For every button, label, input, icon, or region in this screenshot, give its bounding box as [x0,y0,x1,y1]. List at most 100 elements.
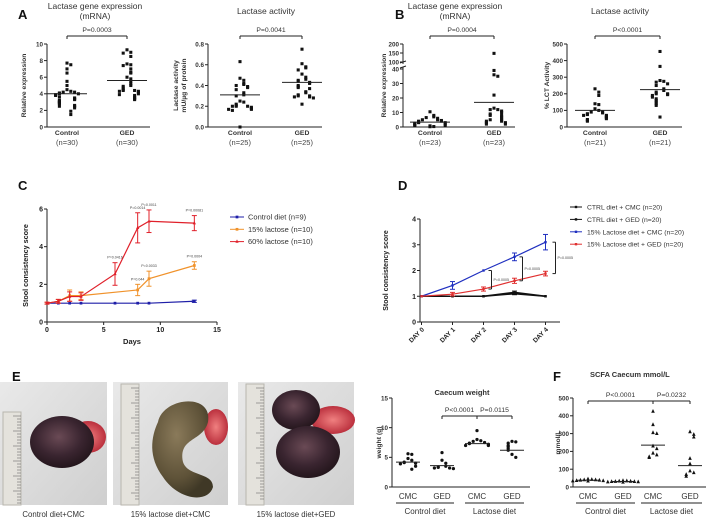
data-point [451,293,454,296]
data-point [304,91,308,95]
y-axis-label: Stool consistency score [383,230,390,311]
p-value-annotation: P=0.0014 [130,206,146,210]
data-point [234,88,238,92]
data-point [658,49,662,53]
data-point [662,79,666,83]
p-value-label: P=0.0005 [558,256,574,260]
data-point [61,90,65,94]
category-label: GED [681,492,699,501]
data-point [238,99,242,103]
y-tick-label: 300 [552,75,563,82]
category-label: CMC [399,492,417,501]
y-tick-label: 3 [412,242,416,249]
data-point [129,82,133,86]
data-point [651,408,655,413]
p-value-label: P<0.0001 [445,407,475,414]
p-value-label: P=0.0003 [82,27,112,34]
n-label: (n=30) [116,138,138,147]
data-point [650,95,654,99]
data-point [589,110,593,114]
x-tick-label: DAY 0 [408,326,426,344]
y-axis-label: mmol/L [555,430,562,454]
y-tick-label: 1 [412,294,416,301]
n-label: (n=25) [291,138,313,147]
y-tick-label: 150 [388,50,399,57]
n-label: (n=21) [649,138,671,147]
data-point [413,124,417,128]
x-tick-label: DAY 3 [501,326,519,344]
data-point [410,452,414,456]
data-point [628,478,633,483]
data-point [73,98,77,102]
y-tick-label: 100 [388,59,399,66]
data-point [242,100,246,104]
ruler [120,383,140,506]
data-point [597,90,601,94]
p-value-label: P=0.0041 [256,27,286,34]
data-point [69,89,73,93]
data-point [654,83,658,88]
data-point [45,300,49,305]
data-point [129,63,133,67]
data-point [593,102,597,106]
data-point [651,422,655,427]
data-point [147,277,151,281]
caecum-tissue [152,401,213,498]
data-point [113,301,117,305]
data-point [658,64,662,68]
data-point [447,466,452,470]
data-point [234,94,238,98]
data-point [136,301,140,305]
p-value-annotation: P=0.00081 [186,209,204,213]
data-point [692,432,696,436]
data-point [304,66,308,70]
y-tick-label: 200 [388,41,399,48]
panel-label-f: F [553,369,561,384]
data-point [121,64,125,68]
data-point [65,71,69,75]
data-point [654,100,658,104]
data-point [238,60,242,64]
data-point [650,93,654,97]
data-point [296,68,300,72]
y-tick-label: 6 [39,75,43,82]
category-label: GED [614,492,632,501]
data-point [121,86,125,90]
data-point [406,452,410,456]
y-tick-label: 4 [412,217,416,224]
data-point [54,93,58,97]
data-point [651,450,655,455]
y-tick-label: 0.2 [195,104,204,111]
category-label: GED [295,130,310,137]
data-point [420,118,424,122]
data-point [488,113,492,117]
p-value-annotation: P=0.0033 [141,264,157,268]
data-point [300,47,304,51]
data-point [79,301,83,305]
y-axis-label: weight (g) [376,426,383,459]
data-point [147,219,151,223]
category-label: Control [418,130,442,137]
specimen-photo [238,382,355,506]
legend-marker [574,205,578,209]
data-point [428,125,432,129]
data-point [451,466,456,471]
legend-marker [574,230,578,233]
tissue-red [311,406,355,434]
photo-caption: Control diet+CMC [22,510,85,519]
data-point [654,90,658,94]
x-tick-label: 15 [213,327,221,334]
data-point [65,83,69,88]
data-point [444,461,448,465]
y-tick-label: 100 [552,108,563,115]
data-point [440,450,444,455]
legend-marker [235,227,239,231]
group-label: Lactose diet [650,507,694,516]
data-point [658,115,662,119]
data-point [500,110,504,115]
data-point [496,74,500,78]
data-point [242,78,246,82]
data-point [654,80,658,84]
data-point [300,102,304,106]
y-tick-label: 0 [39,124,43,131]
